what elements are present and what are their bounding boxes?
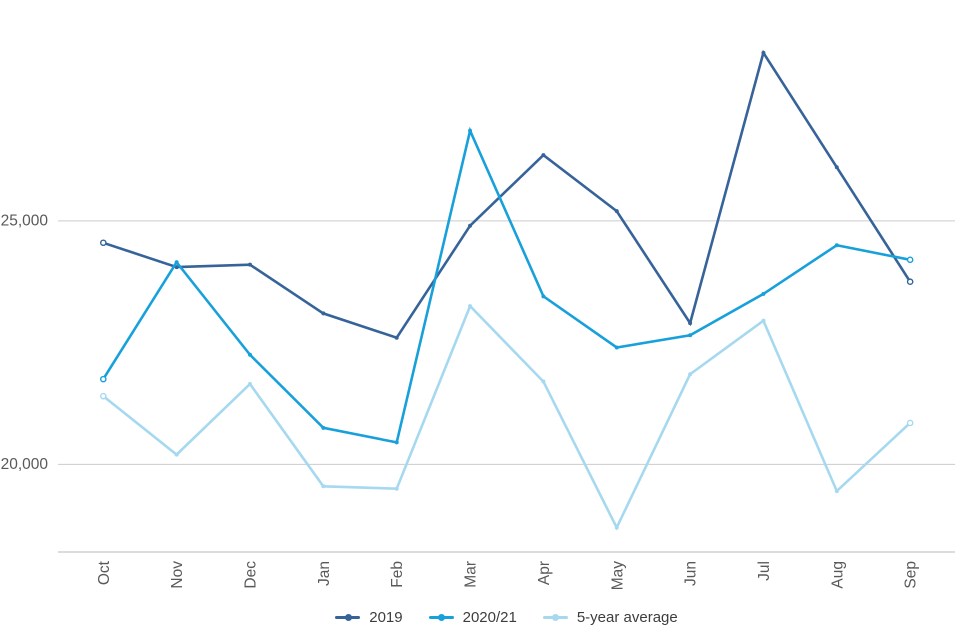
x-axis-label-jan: Jan xyxy=(316,561,333,586)
data-point xyxy=(394,335,399,340)
data-point xyxy=(614,525,619,530)
data-point xyxy=(761,318,766,323)
data-point xyxy=(174,452,179,457)
data-point xyxy=(321,425,326,430)
x-axis-label-jun: Jun xyxy=(683,561,700,586)
data-point xyxy=(321,311,326,316)
legend-label: 2020/21 xyxy=(462,608,517,626)
y-axis-tick-label: 25,000 xyxy=(1,212,49,229)
data-point xyxy=(248,381,252,386)
series-line-5-year-average xyxy=(102,303,912,531)
data-point xyxy=(614,209,619,214)
data-point xyxy=(321,484,326,489)
data-point xyxy=(394,486,399,491)
legend-item-2019[interactable]: 2019 xyxy=(335,608,403,626)
data-point xyxy=(614,345,619,350)
legend-item-5-year-average[interactable]: 5-year average xyxy=(542,608,678,626)
data-point xyxy=(688,321,693,326)
data-point xyxy=(906,256,914,264)
data-point xyxy=(688,372,693,377)
x-axis-label-aug: Aug xyxy=(829,561,846,589)
x-axis-label-sep: Sep xyxy=(903,561,920,589)
data-point xyxy=(541,153,546,158)
legend-line-dot-marker xyxy=(542,613,568,622)
data-point xyxy=(688,333,693,338)
legend-item-2020-21[interactable]: 2020/21 xyxy=(428,608,517,626)
data-point xyxy=(541,379,546,384)
legend-label: 2019 xyxy=(369,608,403,626)
x-axis-label-may: May xyxy=(609,561,626,591)
data-point xyxy=(100,239,107,247)
data-point xyxy=(174,260,179,265)
data-point xyxy=(468,128,473,133)
data-point xyxy=(906,419,914,427)
data-point xyxy=(100,375,107,383)
data-point xyxy=(834,165,839,170)
x-axis-label-feb: Feb xyxy=(389,561,406,588)
data-point xyxy=(248,352,252,357)
data-point xyxy=(248,262,252,267)
x-axis-label-nov: Nov xyxy=(169,561,186,589)
x-axis-label-jul: Jul xyxy=(756,561,773,581)
data-point xyxy=(834,243,839,248)
x-axis-label-mar: Mar xyxy=(463,561,480,588)
data-point xyxy=(468,304,473,309)
chart-legend: 2019 2020/21 5-year average xyxy=(58,604,955,630)
y-axis-tick-label: 20,000 xyxy=(1,456,49,473)
data-point xyxy=(906,278,914,286)
data-point xyxy=(761,291,766,296)
x-axis-label-dec: Dec xyxy=(243,561,260,589)
data-point xyxy=(468,223,473,228)
x-axis-label-oct: Oct xyxy=(96,560,113,585)
data-point xyxy=(834,489,839,494)
data-point xyxy=(761,50,766,55)
legend-label: 5-year average xyxy=(576,608,678,626)
x-axis-label-apr: Apr xyxy=(536,561,553,585)
series-line-2020-21 xyxy=(102,126,912,444)
legend-line-dot-marker xyxy=(428,613,454,622)
legend-marker-dot xyxy=(344,613,352,621)
data-point xyxy=(394,440,399,445)
legend-marker-dot xyxy=(552,613,560,621)
data-point xyxy=(100,392,107,400)
legend-line-dot-marker xyxy=(335,613,361,622)
data-point xyxy=(541,294,546,299)
series-line-2019 xyxy=(102,49,912,340)
legend-marker-dot xyxy=(438,613,446,621)
